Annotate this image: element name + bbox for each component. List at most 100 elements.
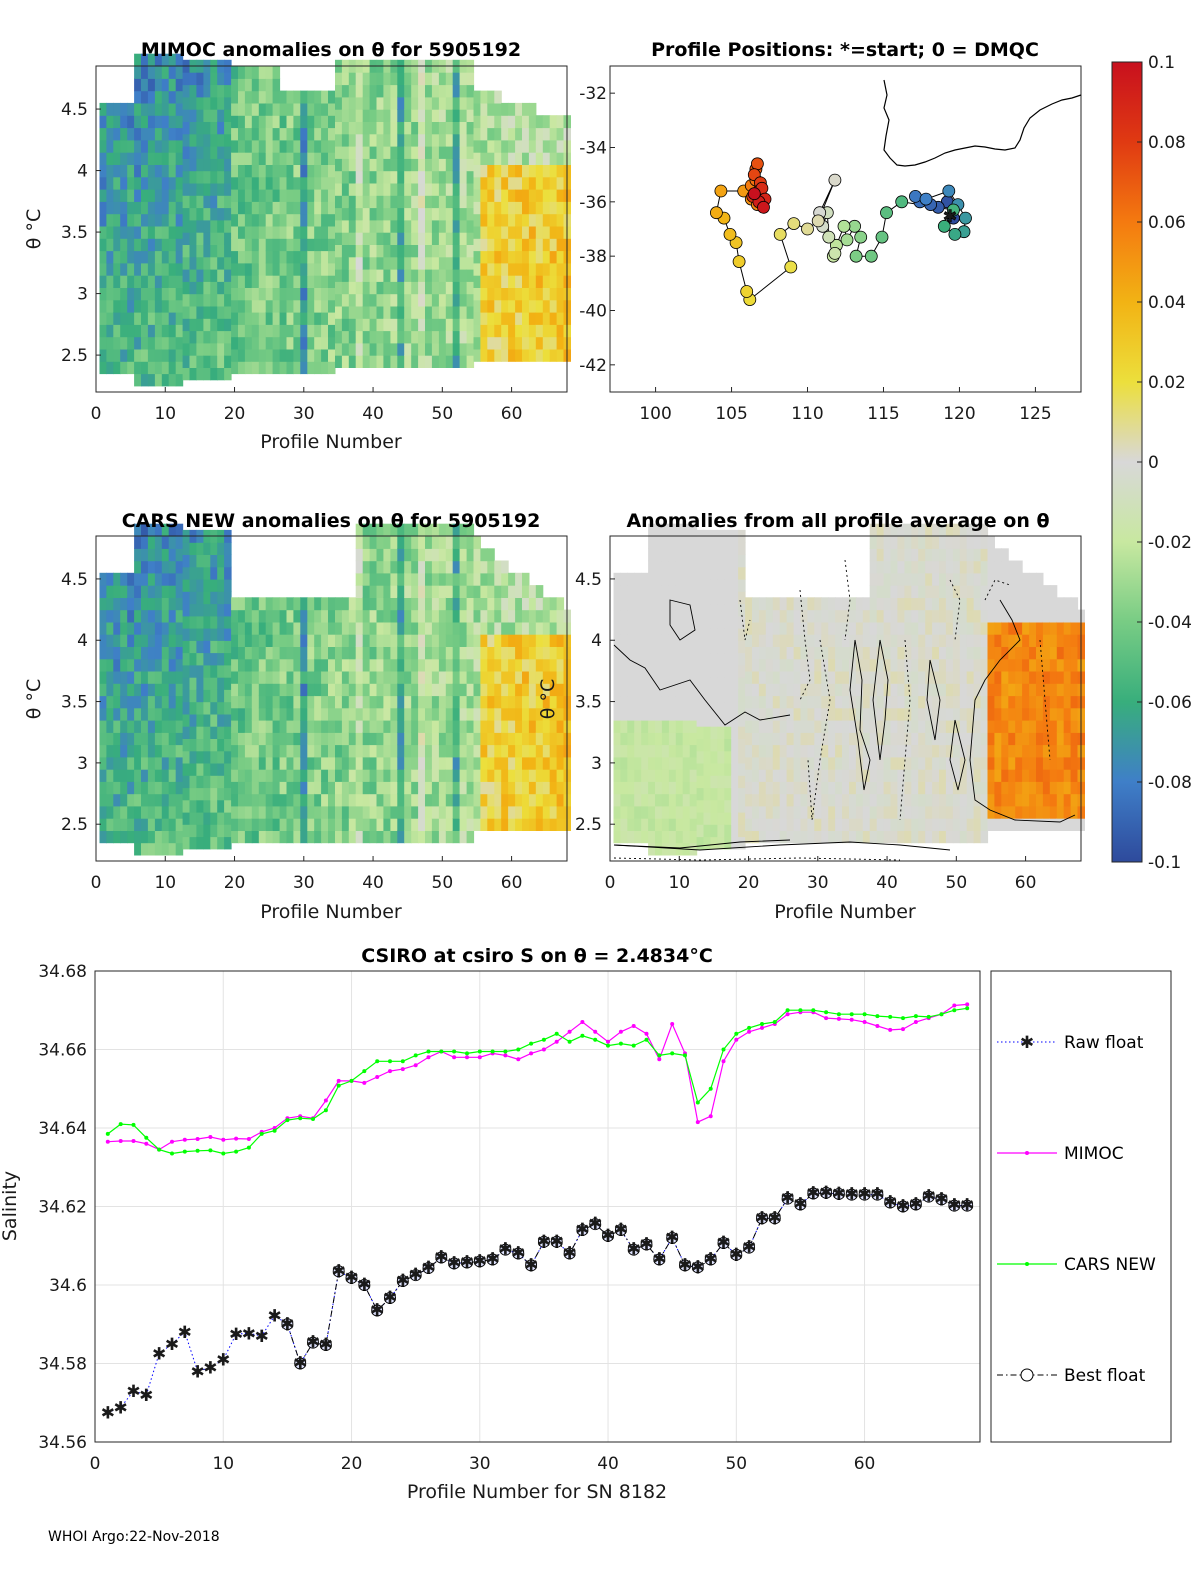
x-tick-label: 60 (1015, 873, 1037, 893)
salinity-ticks: 0 10 20 30 40 50 60 34.56 34.58 34.6 34.62 34.64 34.… (38, 962, 875, 1474)
colorbar-tick-label: -0.06 (1148, 693, 1192, 713)
positions-panel: ✱ Profile Positions: *=start; 0 = DMQC 1… (579, 39, 1082, 424)
cars-new-point (452, 1049, 457, 1054)
colorbar-tick-label: 0.1 (1148, 53, 1175, 73)
colorbar-tick-label: -0.02 (1148, 533, 1192, 553)
best-float-point (307, 1336, 319, 1349)
cars-new-point (760, 1022, 764, 1026)
mimoc-point (695, 1120, 700, 1125)
best-float-point-star: ✱ (627, 1240, 641, 1260)
cars-new-point (631, 1043, 636, 1048)
cars-new-point (965, 1006, 970, 1011)
raw-float-point: ✱ (242, 1324, 256, 1344)
coastline (883, 79, 1082, 167)
position-point (864, 249, 878, 263)
mimoc-point (913, 1020, 918, 1024)
best-float-point-star: ✱ (332, 1261, 346, 1281)
x-tick-label: 10 (154, 873, 176, 893)
best-float-point (371, 1304, 384, 1317)
cars-ticks: 0 10 20 30 40 50 60 2.5 3 3.5 4 4.5 (61, 570, 522, 893)
mimoc-point (747, 1029, 752, 1034)
best-float-point-star: ✱ (550, 1232, 564, 1252)
mimoc-point (554, 1039, 559, 1044)
best-float-point-star: ✱ (960, 1196, 974, 1216)
position-point (854, 230, 868, 244)
mimoc-point (567, 1029, 572, 1034)
best-float-point (666, 1231, 679, 1244)
x-tick-label: 110 (791, 404, 823, 424)
x-tick-label: 125 (1019, 404, 1051, 424)
cars-new-point (772, 1020, 777, 1024)
y-tick-label: -34 (579, 139, 607, 159)
y-tick-label: 34.58 (38, 1355, 87, 1375)
raw-float-point: ✱ (139, 1386, 153, 1406)
best-float-point-star: ✱ (857, 1185, 871, 1205)
x-tick-label: 20 (224, 873, 246, 893)
best-float-point (512, 1247, 525, 1260)
salinity-series: ✱✱✱✱✱✱✱✱✱✱✱✱✱✱✱✱✱✱✱✱✱✱✱✱✱✱✱✱✱✱✱✱✱✱✱✱✱✱✱✱… (101, 1002, 974, 1424)
best-float-point (473, 1255, 486, 1268)
y-tick-label: 34.62 (38, 1198, 87, 1218)
allprofile-contours (613, 599, 1076, 851)
position-point (880, 206, 893, 220)
y-tick-label: 3.5 (61, 693, 88, 713)
best-float-point (961, 1199, 974, 1212)
best-float-point-star: ✱ (947, 1196, 961, 1216)
x-tick-label: 60 (501, 873, 523, 893)
mimoc-point (208, 1135, 213, 1139)
x-tick-label: 20 (738, 873, 760, 893)
best-float-point (358, 1279, 371, 1291)
mimoc-point (862, 1020, 867, 1024)
best-float-point (935, 1193, 948, 1206)
mimoc-point (195, 1137, 200, 1141)
best-float-point-star: ✱ (883, 1193, 897, 1213)
best-float-point-star: ✱ (357, 1275, 371, 1295)
best-float-point (704, 1253, 717, 1266)
best-float-point (832, 1187, 845, 1200)
cars-new-point (465, 1051, 469, 1056)
best-float-point (909, 1198, 922, 1211)
cars-new-point (541, 1037, 546, 1042)
mimoc-point (657, 1057, 662, 1062)
legend-label: Best float (1064, 1366, 1146, 1386)
best-float-point (640, 1238, 653, 1251)
mimoc-point (836, 1016, 841, 1021)
colorbar-tick-label: 0.06 (1148, 213, 1186, 233)
cars-new-point (400, 1059, 405, 1064)
position-point (747, 187, 761, 201)
cars-ylabel: θ °C (23, 679, 45, 719)
mimoc-point (541, 1047, 546, 1052)
y-tick-label: -38 (579, 247, 607, 267)
cars-new-point (708, 1086, 713, 1091)
cars-new-point (952, 1008, 957, 1013)
colorbar-tick-label: 0 (1148, 453, 1159, 473)
best-float-point (525, 1259, 538, 1272)
best-float-point (550, 1235, 563, 1248)
best-float-point (858, 1188, 871, 1201)
x-tick-label: 100 (639, 404, 671, 424)
cars-new-line (107, 1007, 968, 1155)
best-float-point (576, 1224, 589, 1237)
x-tick-label: 40 (876, 873, 898, 893)
best-float-point-star: ✱ (934, 1189, 948, 1209)
cars-heatmap-panel: CARS NEW anomalies on θ for 5905192 Prof… (23, 510, 571, 923)
x-tick-label: 50 (946, 873, 968, 893)
allprofile-ticks: 0 10 20 30 40 50 60 2.5 3 3.5 4 4.5 (575, 570, 1036, 893)
best-float-point (884, 1196, 897, 1209)
mimoc-point (952, 1003, 957, 1008)
best-float-point (730, 1248, 743, 1261)
best-float-point-star: ✱ (460, 1253, 474, 1273)
position-point (875, 230, 889, 244)
mimoc-heatmap-cells (99, 53, 571, 387)
x-tick-label: 40 (362, 873, 384, 893)
position-point (732, 255, 746, 269)
best-float-point-star: ✱ (729, 1245, 743, 1265)
mimoc-point (426, 1055, 431, 1060)
y-tick-label: 4 (77, 631, 88, 651)
raw-float-point: ✱ (190, 1362, 204, 1382)
best-float-point (781, 1192, 794, 1205)
position-point (828, 173, 842, 187)
cars-new-point (234, 1149, 239, 1154)
best-float-point-star: ✱ (639, 1235, 653, 1255)
